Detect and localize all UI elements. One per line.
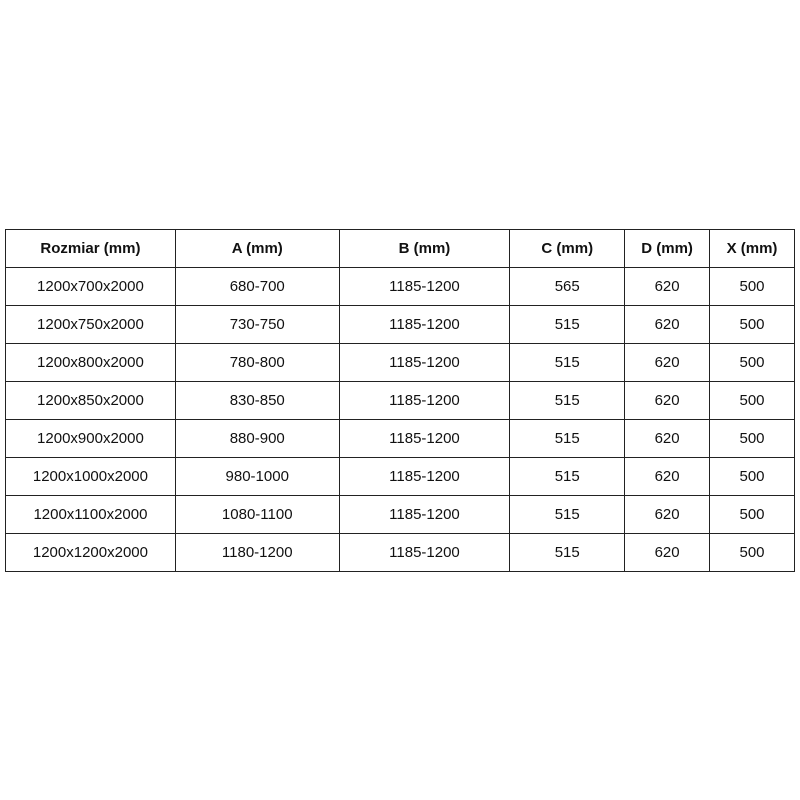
table-cell: 620: [624, 533, 711, 572]
table-row: 1200x1100x2000 1080-1100 1185-1200 515 620 50…: [5, 495, 795, 534]
table-row: 1200x700x2000 680-700 1185-1200 565 620 500: [5, 267, 795, 306]
column-header: C (mm): [509, 229, 626, 268]
column-header: Rozmiar (mm): [5, 229, 176, 268]
table-row: 1200x1000x2000 980-1000 1185-1200 515 620 500: [5, 457, 795, 496]
table-cell: 500: [709, 267, 795, 306]
table-cell: 1185-1200: [338, 267, 511, 306]
table-cell: 1200x1100x2000: [5, 495, 176, 534]
table-cell: 830-850: [174, 381, 340, 420]
table-cell: 1200x750x2000: [5, 305, 176, 344]
table-cell: 680-700: [174, 267, 340, 306]
table-cell: 1185-1200: [338, 419, 511, 458]
table-cell: 780-800: [174, 343, 340, 382]
column-header: X (mm): [709, 229, 795, 268]
table-cell: 515: [509, 381, 626, 420]
table-cell: 1180-1200: [174, 533, 340, 572]
table-cell: 500: [709, 533, 795, 572]
table-cell: 515: [509, 533, 626, 572]
table-cell: 1080-1100: [174, 495, 340, 534]
table-cell: 500: [709, 495, 795, 534]
table-cell: 620: [624, 381, 711, 420]
table-row: 1200x850x2000 830-850 1185-1200 515 620 500: [5, 381, 795, 420]
table-cell: 500: [709, 457, 795, 496]
table-cell: 620: [624, 343, 711, 382]
table-cell: 620: [624, 305, 711, 344]
table-cell: 1200x850x2000: [5, 381, 176, 420]
table-cell: 620: [624, 267, 711, 306]
table-cell: 500: [709, 381, 795, 420]
table-cell: 500: [709, 419, 795, 458]
table-row: 1200x1200x2000 1180-1200 1185-1200 515 620 50…: [5, 533, 795, 572]
column-header: A (mm): [174, 229, 340, 268]
table-cell: 880-900: [174, 419, 340, 458]
table-cell: 1200x1000x2000: [5, 457, 176, 496]
table-cell: 980-1000: [174, 457, 340, 496]
table-cell: 515: [509, 305, 626, 344]
table-row: 1200x750x2000 730-750 1185-1200 515 620 500: [5, 305, 795, 344]
table-cell: 515: [509, 457, 626, 496]
table-cell: 515: [509, 495, 626, 534]
table-cell: 500: [709, 343, 795, 382]
table-cell: 1185-1200: [338, 381, 511, 420]
table-cell: 1200x900x2000: [5, 419, 176, 458]
table-cell: 1185-1200: [338, 305, 511, 344]
table-cell: 620: [624, 457, 711, 496]
table-cell: 730-750: [174, 305, 340, 344]
table-cell: 620: [624, 495, 711, 534]
table-cell: 1200x700x2000: [5, 267, 176, 306]
table-cell: 1185-1200: [338, 343, 511, 382]
table-cell: 1185-1200: [338, 457, 511, 496]
dimensions-table: Rozmiar (mm) A (mm) B (mm) C (mm) D (mm) X (m…: [5, 229, 795, 572]
table-cell: 1200x800x2000: [5, 343, 176, 382]
table-cell: 500: [709, 305, 795, 344]
column-header: B (mm): [338, 229, 511, 268]
table-cell: 515: [509, 419, 626, 458]
column-header: D (mm): [624, 229, 711, 268]
table-cell: 1185-1200: [338, 495, 511, 534]
table-row: 1200x800x2000 780-800 1185-1200 515 620 500: [5, 343, 795, 382]
table-cell: 1185-1200: [338, 533, 511, 572]
table-cell: 515: [509, 343, 626, 382]
header-row: Rozmiar (mm) A (mm) B (mm) C (mm) D (mm) X (m…: [5, 229, 795, 268]
table-cell: 565: [509, 267, 626, 306]
table-row: 1200x900x2000 880-900 1185-1200 515 620 500: [5, 419, 795, 458]
table-cell: 620: [624, 419, 711, 458]
table-cell: 1200x1200x2000: [5, 533, 176, 572]
